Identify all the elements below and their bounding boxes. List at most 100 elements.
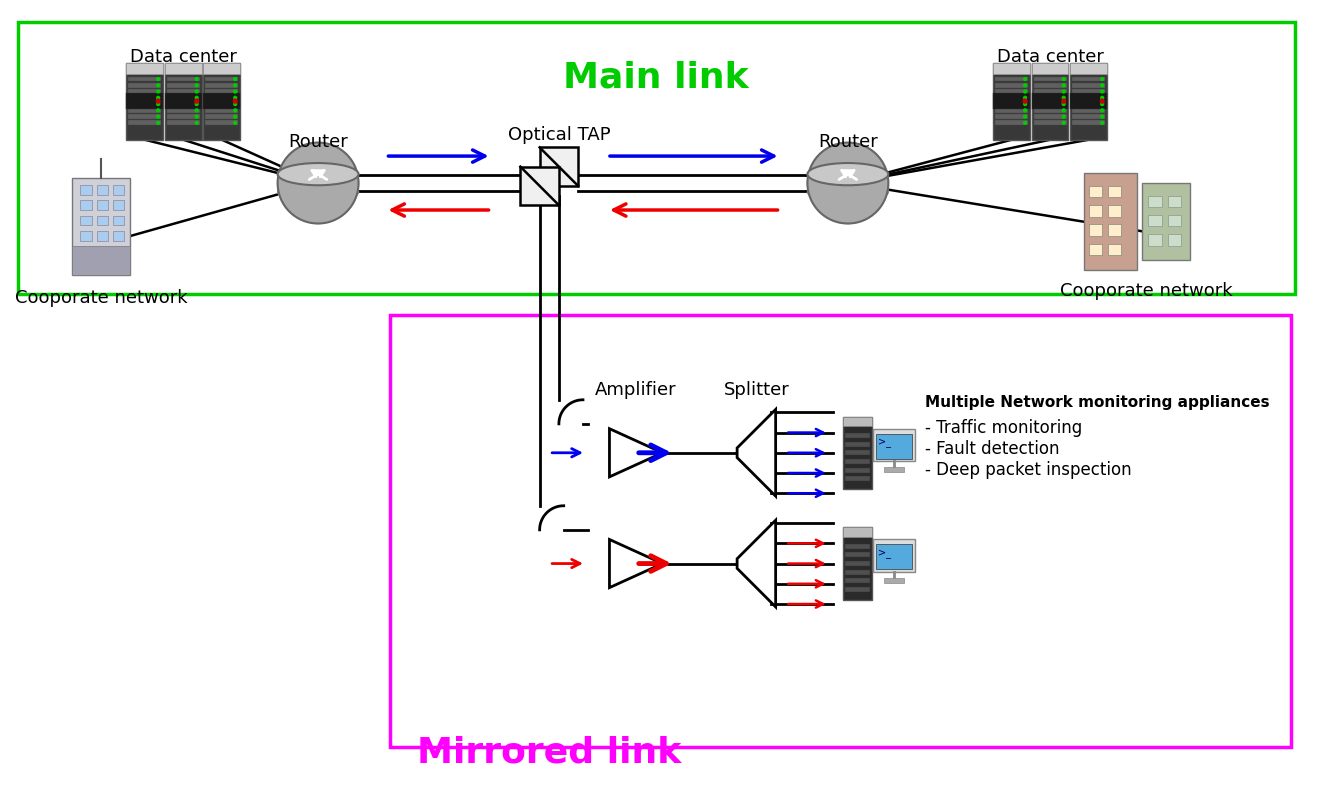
Bar xyxy=(81,231,91,241)
Bar xyxy=(72,178,130,275)
Circle shape xyxy=(1063,97,1066,99)
Bar xyxy=(204,93,240,109)
Bar xyxy=(1168,196,1181,208)
Ellipse shape xyxy=(808,163,888,185)
Bar xyxy=(876,433,913,459)
Bar xyxy=(205,114,238,119)
Bar xyxy=(1072,77,1104,82)
Bar xyxy=(845,476,870,482)
Circle shape xyxy=(157,84,160,86)
Circle shape xyxy=(1063,103,1066,105)
Circle shape xyxy=(234,84,236,86)
Bar xyxy=(205,101,238,106)
Bar xyxy=(129,89,161,94)
Bar xyxy=(113,185,125,195)
Text: Router: Router xyxy=(819,133,878,151)
Bar xyxy=(872,428,915,462)
Bar xyxy=(1142,183,1190,260)
Bar xyxy=(996,120,1028,125)
Bar xyxy=(1033,108,1067,112)
Bar xyxy=(72,246,130,275)
Circle shape xyxy=(1100,99,1104,103)
Circle shape xyxy=(1100,121,1103,124)
Circle shape xyxy=(1100,103,1103,105)
Circle shape xyxy=(195,97,199,99)
Bar xyxy=(1072,120,1104,125)
Text: Splitter: Splitter xyxy=(723,380,789,398)
Bar xyxy=(843,417,872,489)
Bar xyxy=(1072,108,1104,112)
Circle shape xyxy=(1063,90,1066,93)
Bar xyxy=(872,539,915,573)
Bar xyxy=(113,215,125,226)
Bar xyxy=(1033,120,1067,125)
Bar xyxy=(81,185,91,195)
Circle shape xyxy=(234,115,236,118)
Bar xyxy=(996,95,1028,101)
Bar xyxy=(993,63,1029,139)
Circle shape xyxy=(195,109,199,112)
Bar xyxy=(996,83,1028,88)
Circle shape xyxy=(195,121,199,124)
Circle shape xyxy=(1024,103,1027,105)
Circle shape xyxy=(1063,84,1066,86)
Circle shape xyxy=(157,97,160,99)
Bar xyxy=(1071,63,1107,139)
Bar xyxy=(845,569,870,575)
Bar xyxy=(126,93,162,109)
Bar xyxy=(129,77,161,82)
Bar xyxy=(205,120,238,125)
Circle shape xyxy=(1024,121,1027,124)
Bar xyxy=(996,114,1028,119)
Bar xyxy=(996,77,1028,82)
Text: >_: >_ xyxy=(878,549,891,558)
Circle shape xyxy=(1024,90,1027,93)
Bar xyxy=(1108,244,1122,255)
Text: Main link: Main link xyxy=(564,61,749,95)
Bar xyxy=(205,95,238,101)
Bar xyxy=(204,63,240,139)
Text: Data center: Data center xyxy=(997,48,1103,67)
Bar xyxy=(1149,215,1162,227)
Text: Optical TAP: Optical TAP xyxy=(507,126,611,144)
Bar xyxy=(129,83,161,88)
Bar xyxy=(1072,101,1104,106)
Bar xyxy=(1033,95,1067,101)
Bar xyxy=(1088,205,1102,217)
Bar xyxy=(1032,63,1068,139)
Bar xyxy=(1072,95,1104,101)
Bar xyxy=(1084,173,1137,270)
Bar xyxy=(884,467,903,472)
Bar xyxy=(1072,83,1104,88)
Bar xyxy=(539,147,578,186)
Bar xyxy=(166,89,200,94)
Bar xyxy=(1033,83,1067,88)
Polygon shape xyxy=(737,520,776,607)
Circle shape xyxy=(1063,121,1066,124)
Text: Cooporate network: Cooporate network xyxy=(15,289,188,307)
Bar xyxy=(126,63,162,139)
Circle shape xyxy=(1063,78,1066,81)
Circle shape xyxy=(1100,115,1103,118)
Bar xyxy=(1149,234,1162,246)
Text: Cooporate network: Cooporate network xyxy=(1060,282,1233,300)
Circle shape xyxy=(1024,109,1027,112)
Bar xyxy=(996,89,1028,94)
Bar xyxy=(129,101,161,106)
Text: Data center: Data center xyxy=(130,48,236,67)
Bar xyxy=(81,215,91,226)
Bar xyxy=(876,544,913,569)
Bar xyxy=(1033,114,1067,119)
Bar xyxy=(1071,63,1107,74)
Circle shape xyxy=(808,143,888,223)
Text: Mirrored link: Mirrored link xyxy=(417,735,682,769)
Bar xyxy=(129,95,161,101)
Text: - Traffic monitoring: - Traffic monitoring xyxy=(925,419,1082,437)
Text: - Fault detection: - Fault detection xyxy=(925,440,1059,459)
Bar xyxy=(165,63,201,139)
Bar xyxy=(1168,234,1181,246)
Circle shape xyxy=(1023,99,1027,103)
Bar xyxy=(845,451,870,455)
Text: - Deep packet inspection: - Deep packet inspection xyxy=(925,462,1131,479)
Bar xyxy=(1108,186,1122,197)
